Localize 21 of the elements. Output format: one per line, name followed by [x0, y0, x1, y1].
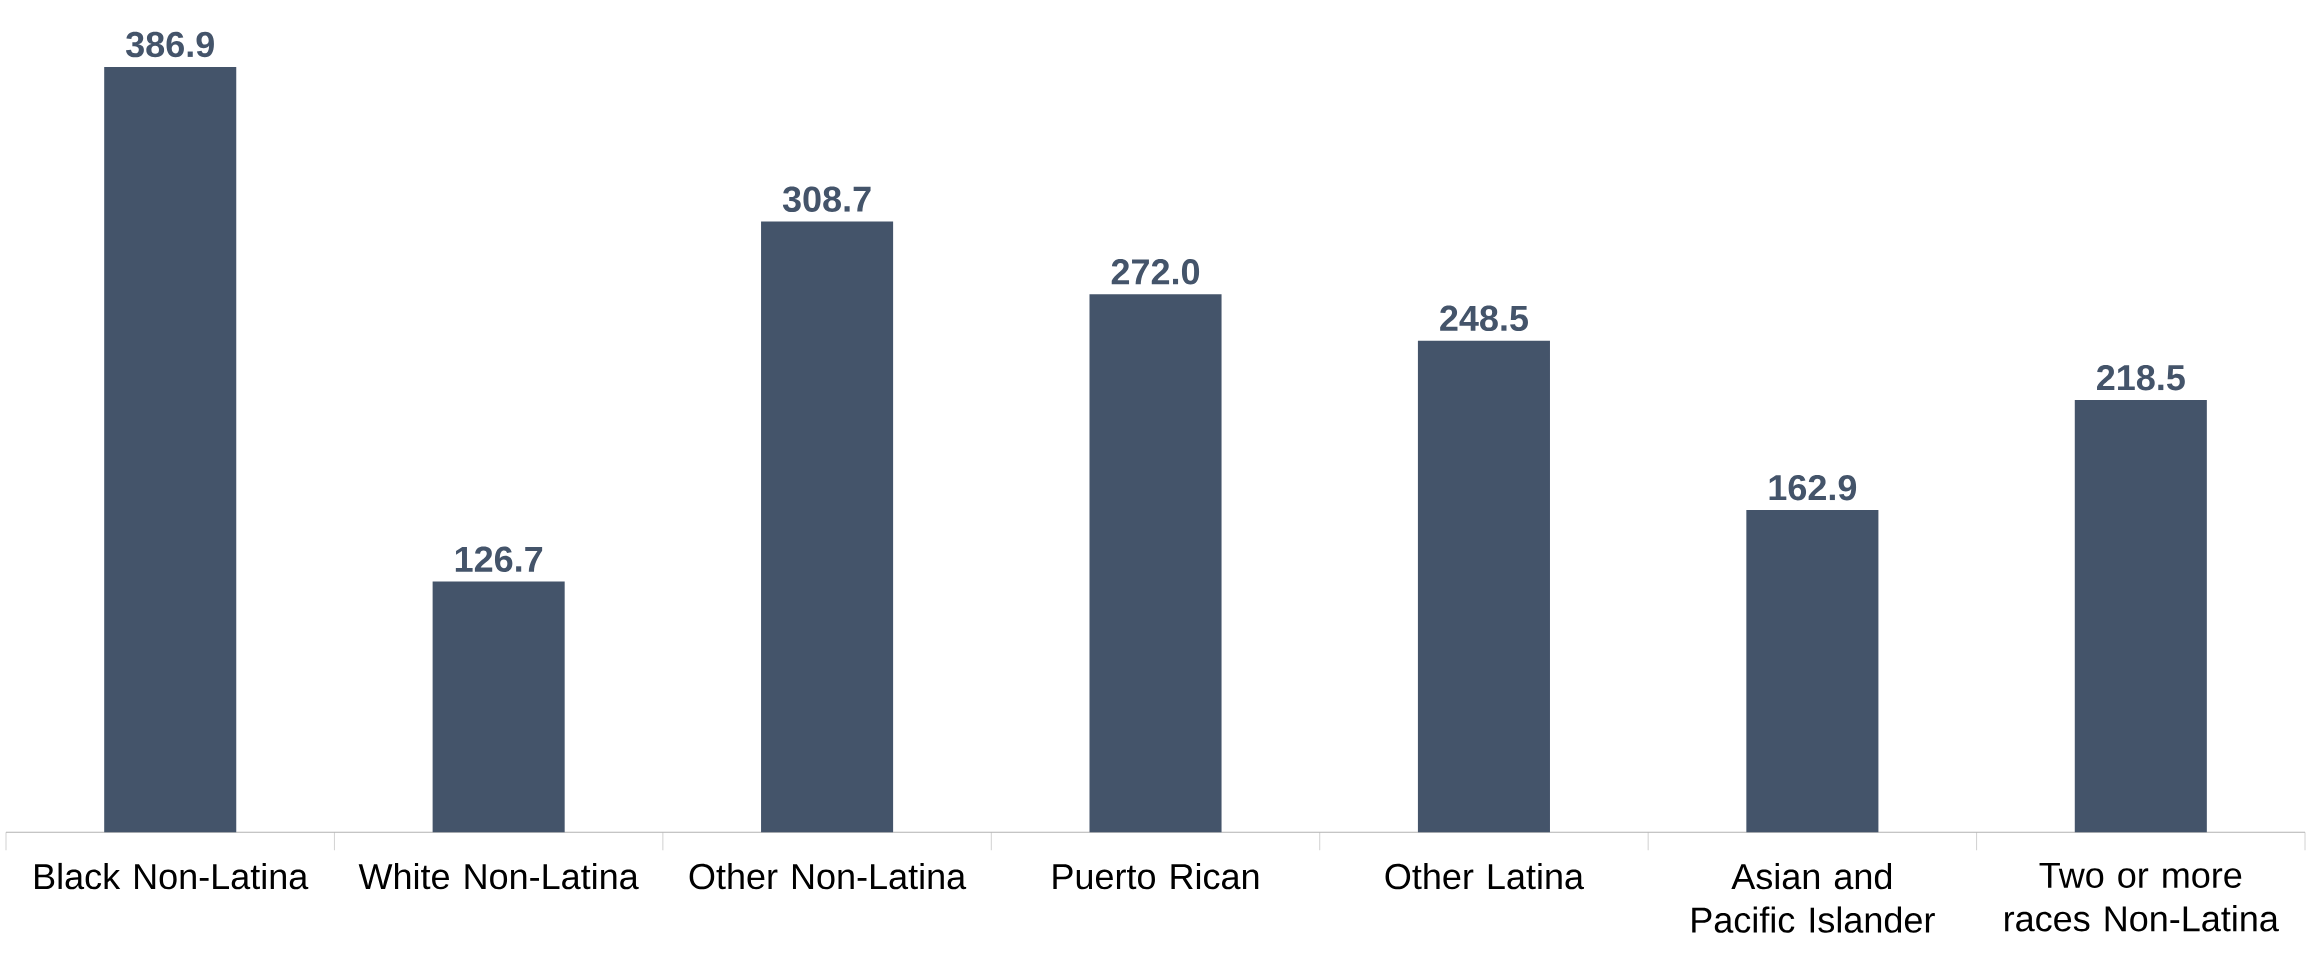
x-tick-label: Two or more races Non-Latina — [2005, 862, 2279, 932]
bar — [2074, 399, 2207, 833]
data-label: 386.9 — [126, 31, 214, 58]
bar — [761, 221, 894, 833]
bar — [432, 581, 565, 833]
data-label: 248.5 — [1440, 305, 1528, 331]
bar — [104, 66, 237, 833]
x-tick-label: Puerto Rican — [1053, 862, 1259, 890]
x-tick-label: White Non-Latina — [358, 862, 639, 890]
bar — [1089, 293, 1222, 833]
bar — [1417, 340, 1550, 833]
x-tick-label: Other Latina — [1385, 862, 1584, 890]
data-label: 162.9 — [1769, 474, 1857, 501]
x-tick-label: Asian and Pacific Islander — [1692, 862, 1935, 933]
data-label: 126.7 — [455, 546, 543, 572]
x-tick-label: Other Non-Latina — [689, 862, 967, 890]
bar — [1746, 509, 1879, 833]
data-label: 218.5 — [2097, 364, 2185, 391]
data-label: 308.7 — [782, 186, 871, 212]
x-tick-label: Black Non-Latina — [35, 862, 309, 890]
data-label: 272.0 — [1111, 258, 1200, 285]
